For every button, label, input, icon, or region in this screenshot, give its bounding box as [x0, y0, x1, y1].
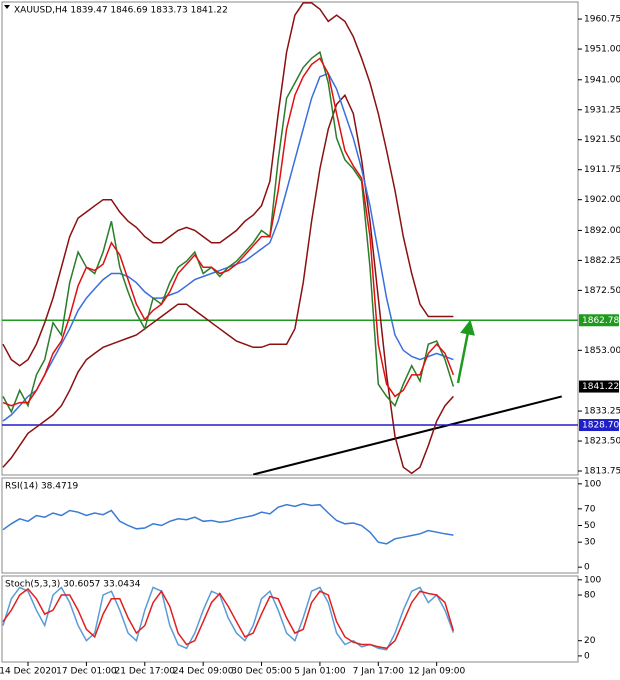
y-tick-label: 0 — [584, 563, 590, 573]
x-tick-label: 12 Jan 09:00 — [408, 667, 465, 677]
y-tick-label: 1960.75 — [584, 15, 620, 25]
y-tick-label: 1902.00 — [584, 195, 620, 205]
panel-frame — [1, 1, 579, 476]
series-line — [2, 586, 455, 651]
y-tick-label: 100 — [584, 479, 601, 489]
price-tag — [579, 314, 619, 327]
series-line — [2, 50, 455, 414]
plot-area — [2, 503, 454, 545]
x-tick-label: 21 Dec 17:00 — [115, 667, 176, 677]
x-tick-label: 30 Dec 05:00 — [231, 667, 292, 677]
panel-frame — [1, 575, 579, 663]
y-tick-label: 1882.25 — [584, 256, 620, 266]
trendline — [252, 395, 563, 475]
y-tick-label: 20 — [584, 636, 596, 646]
panel-title: RSI(14) 38.4719 — [5, 482, 78, 492]
y-tick-label: 1951.00 — [584, 45, 620, 55]
y-tick-label: 1872.50 — [584, 286, 620, 296]
y-tick-label: 1941.00 — [584, 75, 620, 85]
y-tick-label: 70 — [584, 504, 596, 514]
arrow-annotation — [456, 319, 475, 384]
series-line — [2, 2, 454, 367]
price-tag — [579, 380, 619, 393]
price-tag-label: 1841.22 — [582, 382, 619, 392]
y-tick-label: 1823.50 — [584, 437, 620, 447]
y-tick-label: 1892.00 — [584, 226, 620, 236]
series-line — [2, 93, 454, 475]
y-tick-label: 80 — [584, 591, 596, 601]
y-tick-label: 30 — [584, 538, 596, 548]
x-tick-label: 17 Dec 01:00 — [56, 667, 117, 677]
y-tick-label: 50 — [584, 521, 596, 531]
y-tick-label: 1833.25 — [584, 407, 620, 417]
symbol-marker — [4, 5, 10, 9]
plot-area — [2, 2, 578, 475]
y-tick-label: 1931.25 — [584, 105, 620, 115]
price-tag-label: 1862.78 — [582, 316, 619, 326]
plot-area — [2, 586, 455, 651]
series-line — [2, 587, 455, 650]
y-tick-label: 0 — [584, 651, 590, 661]
panel-title: XAUUSD,H4 1839.47 1846.69 1833.73 1841.2… — [14, 6, 228, 16]
x-tick-label: 14 Dec 2020 — [0, 667, 57, 677]
price-tag-label: 1828.70 — [582, 421, 619, 431]
x-tick-label: 5 Jan 01:00 — [294, 667, 346, 677]
series-line — [2, 503, 454, 545]
y-tick-label: 1921.50 — [584, 135, 620, 145]
panel-title: Stoch(5,3,3) 30.6057 33.0434 — [5, 580, 141, 590]
x-tick-label: 7 Jan 17:00 — [353, 667, 405, 677]
y-tick-label: 1853.00 — [584, 346, 620, 356]
y-tick-label: 1813.75 — [584, 467, 620, 477]
price-tag — [579, 419, 619, 432]
x-tick-label: 24 Dec 09:00 — [173, 667, 234, 677]
y-tick-label: 100 — [584, 575, 601, 585]
series-line — [2, 57, 455, 407]
y-tick-label: 1911.75 — [584, 165, 620, 175]
